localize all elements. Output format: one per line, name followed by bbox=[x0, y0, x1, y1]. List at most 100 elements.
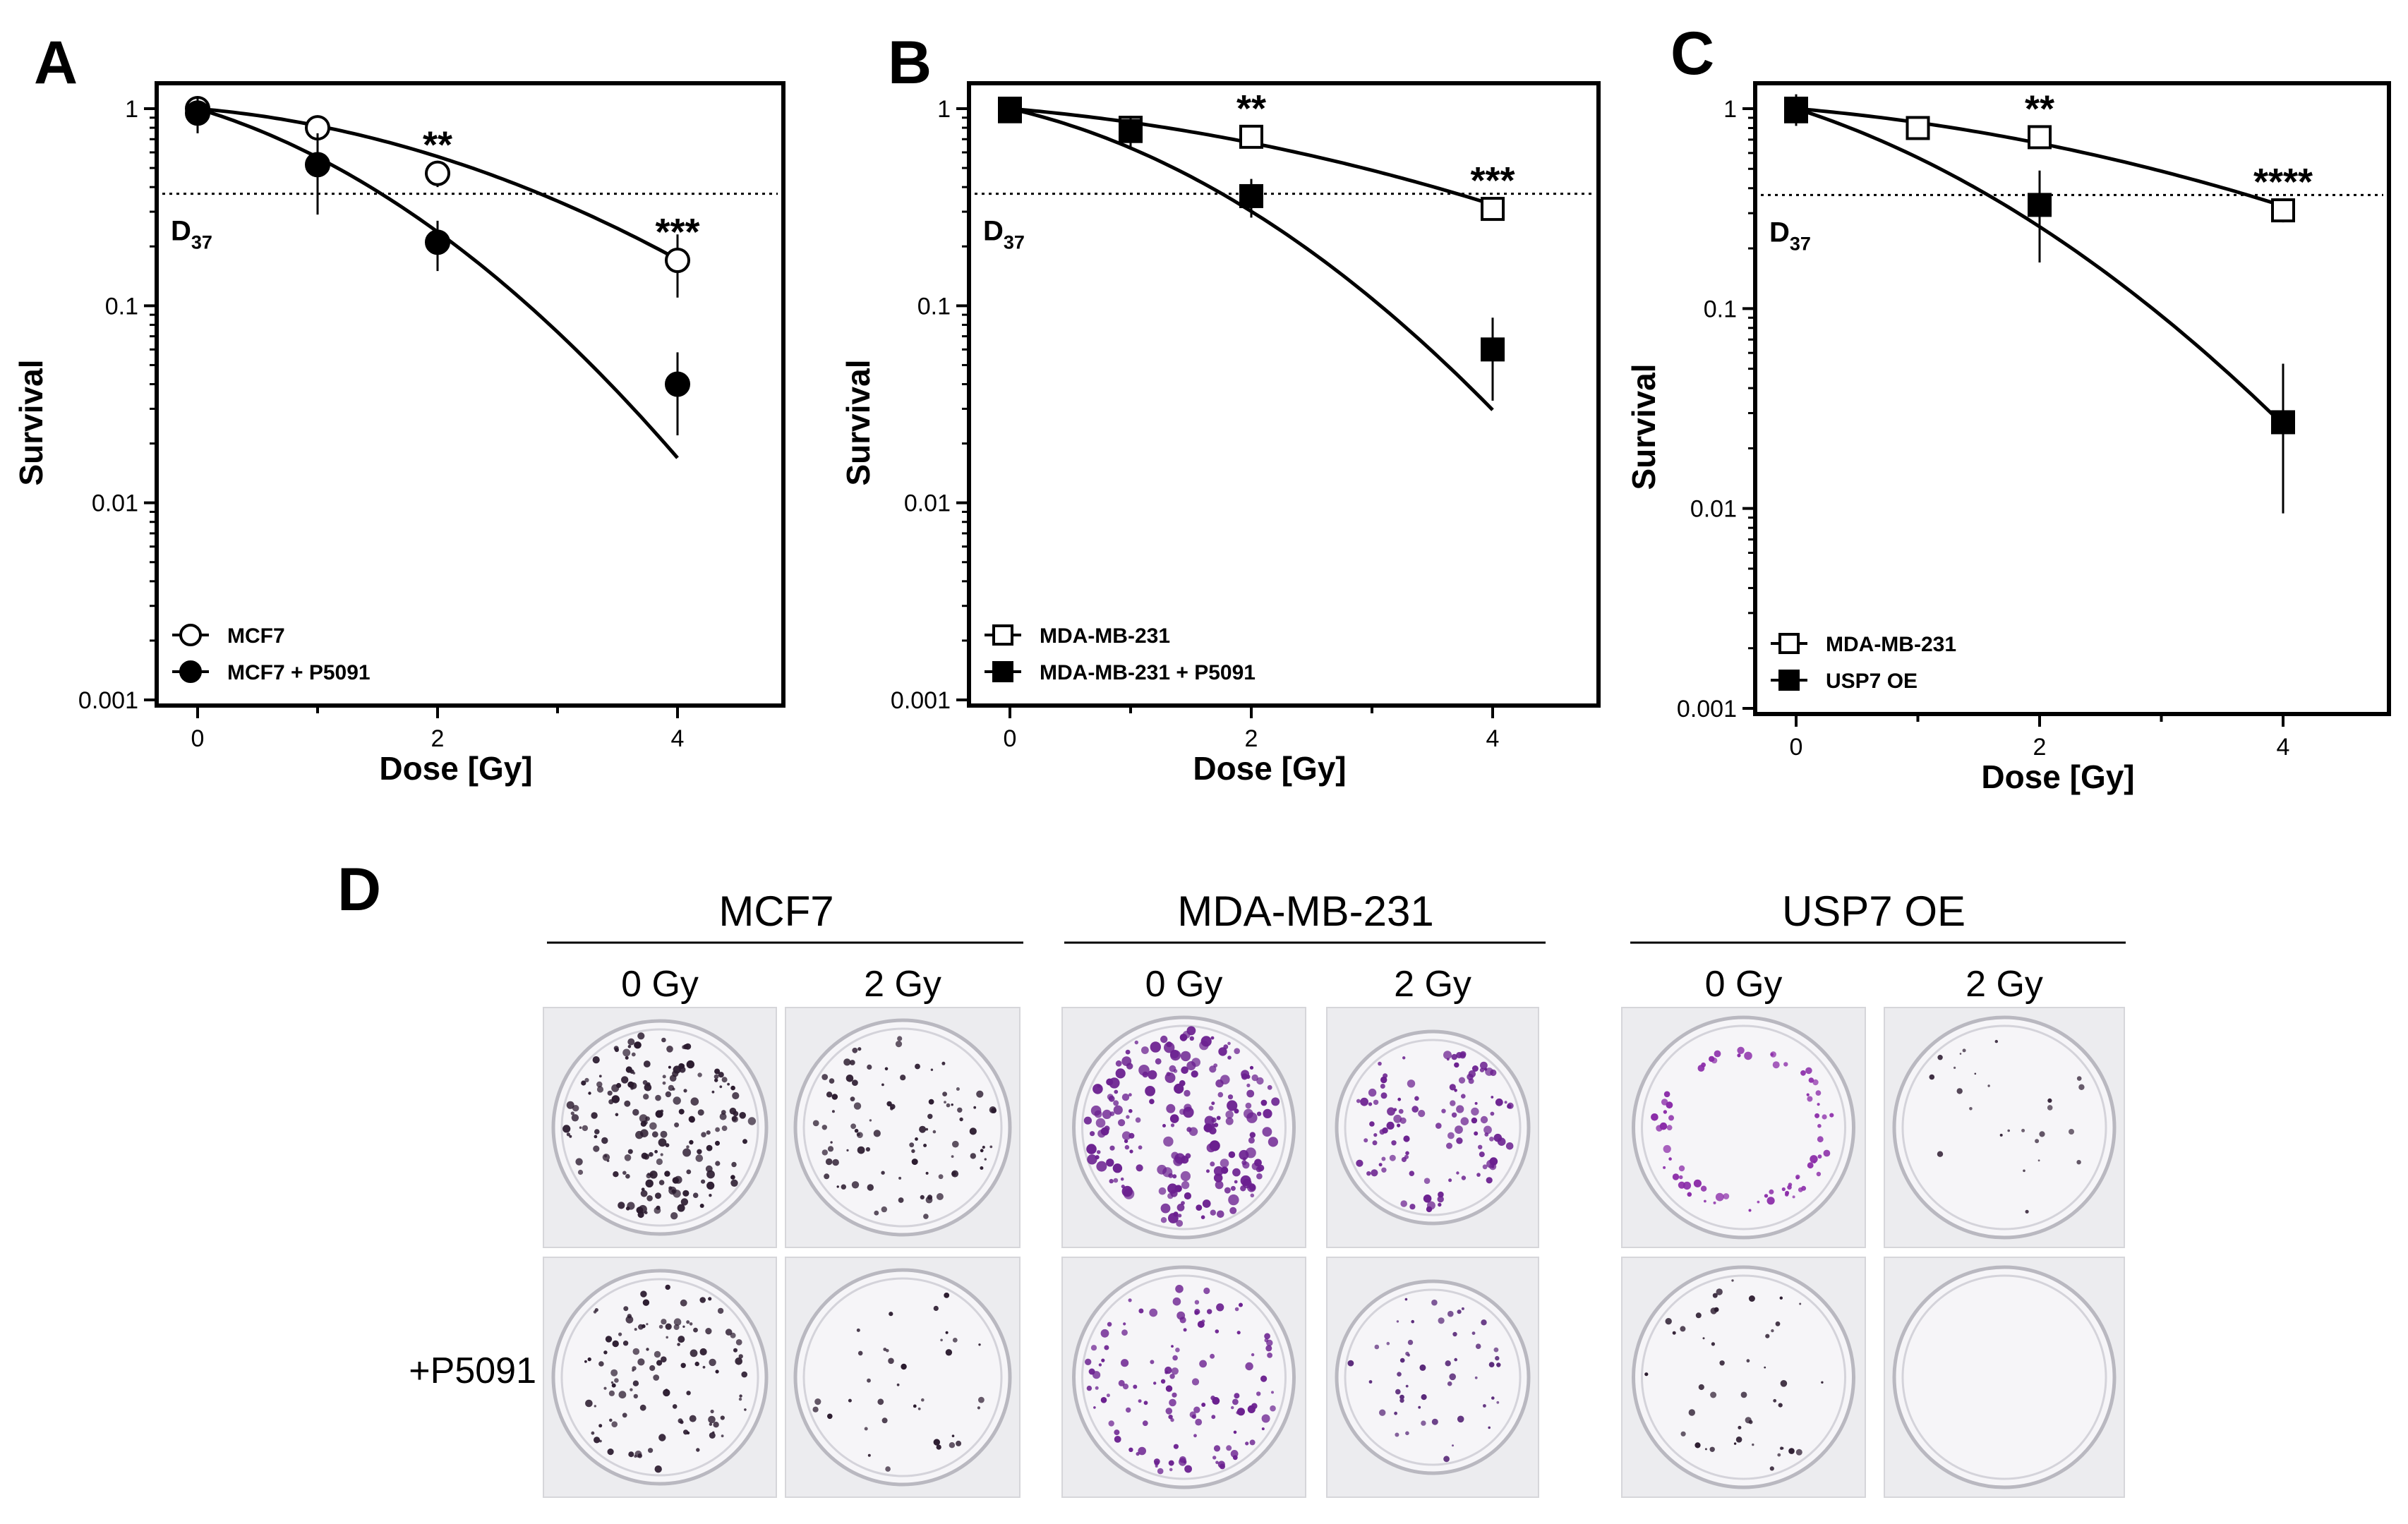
colony bbox=[1452, 1444, 1454, 1447]
colony bbox=[1169, 1468, 1173, 1472]
data-point bbox=[998, 97, 1022, 121]
colony bbox=[1227, 1041, 1231, 1046]
colony bbox=[593, 1145, 600, 1152]
colony bbox=[1438, 1202, 1442, 1207]
colony bbox=[1271, 1097, 1280, 1106]
y-tick-label: 0.001 bbox=[78, 687, 138, 714]
data-point bbox=[2271, 198, 2295, 223]
colony bbox=[1097, 1084, 1101, 1088]
colony bbox=[1199, 1360, 1207, 1368]
colony bbox=[1121, 1093, 1130, 1101]
colony-well bbox=[785, 1257, 1021, 1498]
colony bbox=[1937, 1055, 1943, 1060]
colony bbox=[1775, 1321, 1781, 1326]
colony bbox=[1672, 1331, 1676, 1335]
colony bbox=[592, 1056, 600, 1064]
colony bbox=[713, 1422, 719, 1428]
colony bbox=[1176, 1204, 1185, 1211]
colony bbox=[588, 1091, 591, 1095]
colony bbox=[1217, 1091, 1224, 1098]
colony bbox=[1712, 1293, 1718, 1298]
colony bbox=[1454, 1062, 1459, 1068]
colony bbox=[1407, 1080, 1416, 1088]
colony bbox=[1757, 1200, 1760, 1204]
colony bbox=[1169, 1065, 1176, 1072]
colony bbox=[1680, 1431, 1686, 1437]
colony bbox=[888, 1357, 894, 1365]
colony bbox=[1713, 1201, 1716, 1204]
colony bbox=[1128, 1447, 1133, 1452]
colony bbox=[715, 1161, 721, 1166]
colony bbox=[1488, 1362, 1495, 1367]
colony bbox=[1678, 1165, 1685, 1172]
colony bbox=[696, 1448, 700, 1452]
colony bbox=[812, 1120, 819, 1127]
colony bbox=[2021, 1128, 2025, 1132]
colony bbox=[853, 1102, 862, 1110]
legend-marker bbox=[179, 660, 202, 683]
colony bbox=[978, 1343, 981, 1346]
colony bbox=[683, 1089, 687, 1093]
colony bbox=[1261, 1427, 1265, 1431]
colony bbox=[1180, 1171, 1191, 1182]
colony bbox=[1461, 1175, 1467, 1180]
colony bbox=[596, 1081, 603, 1088]
colony bbox=[1128, 1108, 1133, 1113]
colony bbox=[697, 1072, 702, 1077]
colony bbox=[1160, 1379, 1166, 1384]
colony bbox=[682, 1148, 692, 1157]
colony bbox=[1175, 1348, 1180, 1353]
colony bbox=[1210, 1161, 1215, 1167]
colony bbox=[649, 1365, 656, 1372]
colony bbox=[593, 1310, 597, 1314]
colony bbox=[655, 1110, 663, 1118]
colony bbox=[885, 1466, 891, 1472]
colony bbox=[1651, 1113, 1658, 1121]
colony bbox=[1229, 1206, 1237, 1214]
colony bbox=[615, 1113, 619, 1117]
colony bbox=[612, 1340, 619, 1348]
colony bbox=[1719, 1360, 1725, 1366]
colony bbox=[1456, 1137, 1463, 1144]
colony bbox=[695, 1154, 704, 1162]
colony bbox=[1788, 1448, 1795, 1454]
colony bbox=[886, 1348, 889, 1353]
colony bbox=[911, 1149, 915, 1154]
colony bbox=[1149, 1099, 1155, 1104]
colony bbox=[613, 1046, 619, 1051]
colony bbox=[900, 1075, 906, 1081]
colony bbox=[1496, 1362, 1501, 1367]
colony bbox=[1090, 1105, 1102, 1116]
colony bbox=[884, 1067, 889, 1071]
colony bbox=[1246, 1112, 1258, 1123]
colony bbox=[1373, 1099, 1379, 1106]
colony bbox=[575, 1158, 583, 1166]
colony bbox=[656, 1158, 663, 1166]
colony bbox=[738, 1397, 742, 1401]
colony bbox=[1449, 1084, 1456, 1091]
colony bbox=[1254, 1159, 1262, 1167]
colony bbox=[714, 1078, 718, 1082]
colony bbox=[1177, 1214, 1182, 1218]
colony bbox=[1446, 1142, 1452, 1149]
colony bbox=[1399, 1394, 1404, 1400]
colony bbox=[1194, 1300, 1200, 1305]
colony bbox=[706, 1144, 713, 1151]
colony bbox=[1397, 1372, 1402, 1377]
colony bbox=[1491, 1096, 1494, 1099]
colony bbox=[874, 1210, 879, 1216]
colony bbox=[969, 1127, 977, 1135]
colony bbox=[1382, 1127, 1388, 1134]
colony bbox=[1451, 1112, 1457, 1118]
colony bbox=[1448, 1178, 1452, 1183]
colony bbox=[1405, 1351, 1409, 1356]
colony bbox=[1264, 1333, 1270, 1340]
colony bbox=[1194, 1309, 1200, 1315]
data-point bbox=[1906, 116, 1930, 140]
well-dish-inner-rim bbox=[1081, 1024, 1287, 1230]
colony bbox=[1142, 1420, 1148, 1427]
colony bbox=[1437, 1196, 1444, 1203]
colony bbox=[648, 1448, 654, 1453]
colony bbox=[1164, 1042, 1175, 1053]
colony bbox=[959, 1117, 963, 1122]
